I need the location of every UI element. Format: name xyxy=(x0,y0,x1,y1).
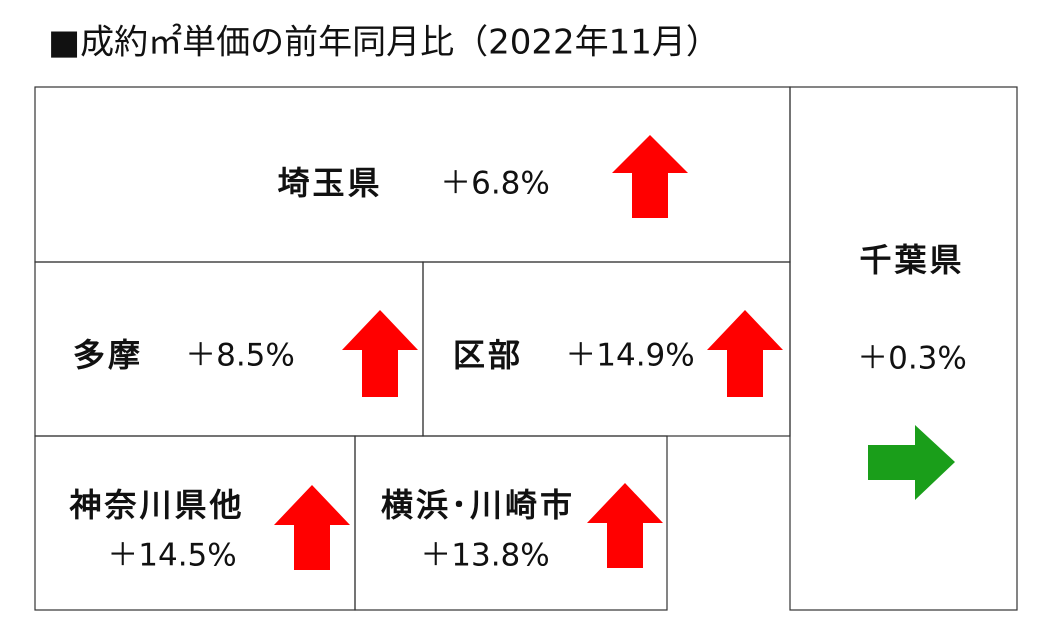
title: ■成約㎡単価の前年同月比（2022年11月） xyxy=(48,23,720,63)
saitama-box xyxy=(34,86,791,263)
region-change: ＋14.5% xyxy=(107,538,236,574)
region-name: 千葉県 xyxy=(859,241,964,279)
chiba-box xyxy=(789,86,1018,611)
region-name: 横浜･川崎市 xyxy=(381,486,575,524)
region-change: ＋8.5% xyxy=(185,338,295,374)
region-name: 区部 xyxy=(453,336,523,374)
right-arrow xyxy=(868,425,955,500)
frames xyxy=(34,86,1018,611)
region-name: 埼玉県 xyxy=(277,164,382,202)
up-arrow xyxy=(612,135,688,218)
up-arrows xyxy=(274,135,783,570)
up-arrow xyxy=(274,485,350,570)
region-change: ＋13.8% xyxy=(420,538,549,574)
yokohama-box xyxy=(354,435,668,611)
up-arrow xyxy=(342,310,418,397)
region-change: ＋14.9% xyxy=(565,338,694,374)
region-change: ＋6.8% xyxy=(440,166,550,202)
up-arrow xyxy=(587,483,663,568)
region-change: ＋0.3% xyxy=(857,341,967,377)
up-arrow xyxy=(707,310,783,397)
region-name: 神奈川県他 xyxy=(68,486,244,524)
region-name: 多摩 xyxy=(73,336,143,374)
